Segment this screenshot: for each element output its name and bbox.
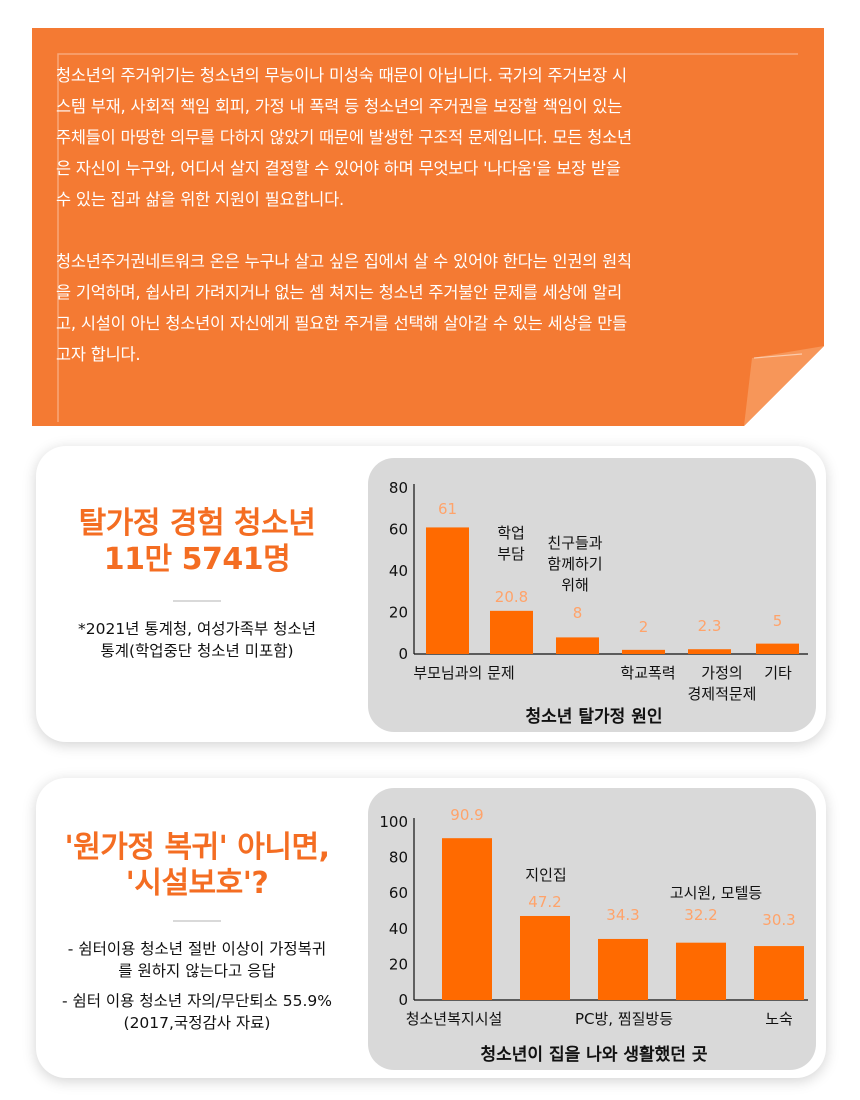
- bar: [676, 942, 726, 1000]
- divider: [173, 600, 221, 602]
- y-tick-label: 0: [398, 645, 408, 663]
- intro-line: 고자 합니다.: [56, 345, 141, 364]
- bar: [598, 938, 648, 1000]
- card1-headline: 탈가정 경험 청소년 11만 5741명: [36, 506, 358, 578]
- chart-title: 청소년 탈가정 원인: [526, 706, 663, 727]
- category-label: 고시원, 모텔등: [670, 884, 763, 902]
- note-line: *2021년 통계청, 여성가족부 청소년: [77, 620, 317, 638]
- category-label: 함께하기: [547, 555, 602, 573]
- y-tick-label: 100: [379, 813, 408, 831]
- headline-line: '원가정 복귀' 아니면,: [64, 830, 330, 865]
- category-label: 위해: [561, 576, 589, 594]
- card1-summary: 탈가정 경험 청소년 11만 5741명 *2021년 통계청, 여성가족부 청…: [36, 506, 358, 662]
- intro-line: 청소년주거권네트워크 온은 누구나 살고 싶은 집에서 살 수 있어야 한다는 …: [56, 252, 632, 271]
- y-tick-label: 0: [398, 991, 408, 1009]
- bar-value-label: 2: [639, 618, 649, 636]
- intro-line: 고, 시설이 아닌 청소년이 자신에게 필요한 주거를 선택해 살아갈 수 있는…: [56, 314, 628, 333]
- category-label: 지인집: [525, 866, 566, 884]
- y-tick-label: 40: [389, 920, 408, 938]
- category-label: 학교폭력: [620, 664, 675, 682]
- y-tick-label: 80: [389, 479, 408, 497]
- y-tick-label: 20: [389, 955, 408, 973]
- bar: [756, 643, 799, 654]
- note-background: [32, 28, 824, 426]
- headline-line: 탈가정 경험 청소년: [78, 506, 316, 541]
- headline-line: 11만 5741명: [103, 542, 291, 577]
- category-label: 경제적문제: [687, 685, 756, 703]
- y-tick-label: 60: [389, 884, 408, 902]
- bar-value-label: 90.9: [450, 806, 483, 824]
- y-tick-label: 60: [389, 521, 408, 539]
- card1-source-note: *2021년 통계청, 여성가족부 청소년 통계(학업중단 청소년 미포함): [36, 618, 358, 662]
- bar-value-label: 61: [438, 500, 457, 518]
- bar-value-label: 34.3: [606, 906, 639, 924]
- bar-value-label: 2.3: [698, 617, 722, 635]
- y-tick-label: 20: [389, 604, 408, 622]
- intro-paragraph-1: 청소년의 주거위기는 청소년의 무능이나 미성숙 때문이 아닙니다. 국가의 주…: [56, 60, 800, 215]
- bar: [490, 610, 533, 654]
- bar: [688, 649, 731, 654]
- note-line: 통계(학업중단 청소년 미포함): [100, 642, 294, 660]
- bar-value-label: 8: [573, 604, 583, 622]
- headline-line: '시설보호'?: [125, 866, 269, 901]
- intro-line: 을 기억하며, 쉽사리 가려지거나 없는 셈 쳐지는 청소년 주거불안 문제를 …: [56, 283, 623, 302]
- y-tick-label: 40: [389, 562, 408, 580]
- category-label: 학업: [497, 524, 525, 542]
- bar: [426, 527, 469, 654]
- bar-value-label: 5: [773, 612, 783, 630]
- bar-value-label: 47.2: [528, 893, 561, 911]
- bullet-line: 를 원하지 않는다고 응답: [118, 962, 276, 980]
- runaway-stats-card: 탈가정 경험 청소년 11만 5741명 *2021년 통계청, 여성가족부 청…: [36, 446, 826, 742]
- category-label: 기타: [764, 664, 792, 682]
- category-label: 부담: [497, 545, 525, 563]
- bar: [622, 649, 665, 654]
- divider: [173, 920, 221, 922]
- chart-title: 청소년이 집을 나와 생활했던 곳: [481, 1044, 708, 1065]
- intro-line: 수 있는 집과 삶을 위한 지원이 필요합니다.: [56, 190, 345, 209]
- bar: [520, 915, 570, 1000]
- intro-line: 은 자신이 누구와, 어디서 살지 결정할 수 있어야 하며 무엇보다 '나다움…: [56, 159, 621, 178]
- living-places-chart: 0 20 40 60 80 100 90.9 청소년복지시설 47.2 지인집 34.3 PC방, 찜…: [379, 806, 808, 1065]
- y-tick-label: 80: [389, 849, 408, 867]
- bar: [556, 637, 599, 654]
- category-label: 청소년복지시설: [406, 1010, 503, 1028]
- intro-paragraph-2: 청소년주거권네트워크 온은 누구나 살고 싶은 집에서 살 수 있어야 한다는 …: [56, 246, 800, 370]
- bar-value-label: 20.8: [495, 588, 528, 606]
- bullet-line: (2017,국정감사 자료): [123, 1014, 271, 1032]
- bullet-line: - 쉼터 이용 청소년 자의/무단퇴소 55.9%: [61, 992, 333, 1010]
- bullet-line: - 쉼터이용 청소년 절반 이상이 가정복귀: [67, 940, 327, 958]
- bar-value-label: 32.2: [684, 906, 717, 924]
- category-label: 부모님과의 문제: [413, 664, 514, 682]
- intro-line: 스템 부재, 사회적 책임 회피, 가정 내 폭력 등 청소년의 주거권을 보장…: [56, 97, 623, 116]
- category-label: 노숙: [765, 1010, 793, 1028]
- category-label: 친구들과: [547, 534, 602, 552]
- intro-text: 청소년의 주거위기는 청소년의 무능이나 미성숙 때문이 아닙니다. 국가의 주…: [56, 60, 800, 401]
- card2-headline: '원가정 복귀' 아니면, '시설보호'?: [36, 830, 358, 902]
- category-label: PC방, 찜질방등: [575, 1010, 673, 1028]
- bar: [754, 946, 804, 1000]
- bar: [442, 838, 492, 1000]
- intro-line: 주체들이 마땅한 의무를 다하지 않았기 때문에 발생한 구조적 문제입니다. …: [56, 128, 632, 147]
- chart2-panel: 0 20 40 60 80 100 90.9 청소년복지시설 47.2 지인집 34.3 PC방, 찜…: [368, 788, 816, 1070]
- intro-line: 청소년의 주거위기는 청소년의 무능이나 미성숙 때문이 아닙니다. 국가의 주…: [56, 66, 627, 85]
- category-label: 가정의: [701, 664, 742, 682]
- bar-value-label: 30.3: [762, 911, 795, 929]
- card2-bullet-2: - 쉼터 이용 청소년 자의/무단퇴소 55.9% (2017,국정감사 자료): [36, 990, 358, 1034]
- card2-summary: '원가정 복귀' 아니면, '시설보호'? - 쉼터이용 청소년 절반 이상이 …: [36, 830, 358, 1042]
- living-places-card: '원가정 복귀' 아니면, '시설보호'? - 쉼터이용 청소년 절반 이상이 …: [36, 778, 826, 1078]
- card2-bullet-1: - 쉼터이용 청소년 절반 이상이 가정복귀 를 원하지 않는다고 응답: [36, 938, 358, 982]
- intro-note: 청소년의 주거위기는 청소년의 무능이나 미성숙 때문이 아닙니다. 국가의 주…: [32, 28, 824, 426]
